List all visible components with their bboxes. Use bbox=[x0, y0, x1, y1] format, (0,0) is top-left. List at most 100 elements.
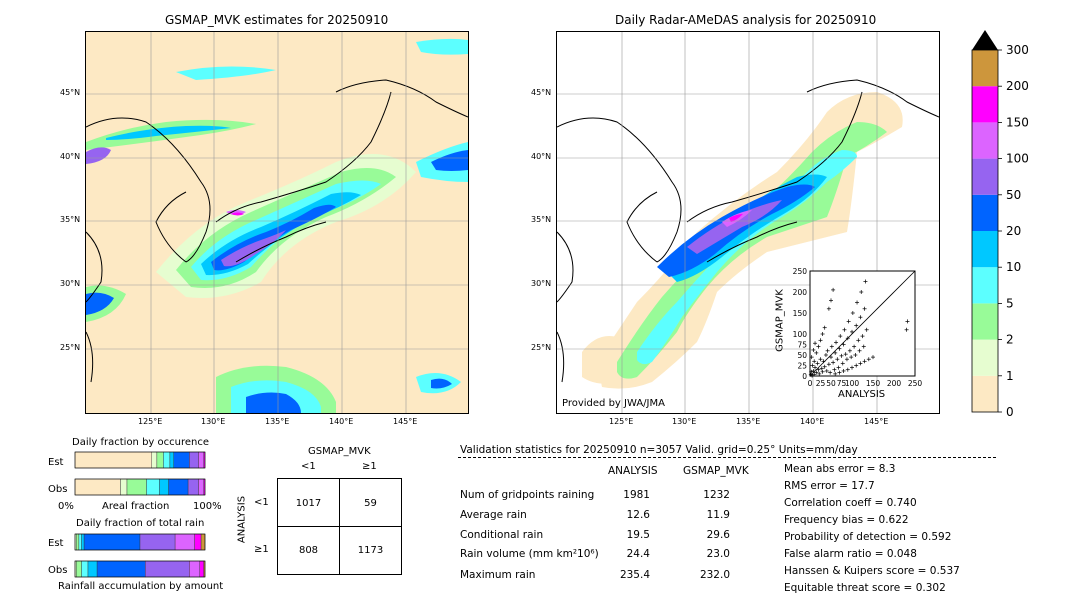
stat-gsmap: 1232 bbox=[703, 489, 730, 501]
scatter-point bbox=[837, 346, 842, 351]
scatter-point bbox=[825, 348, 830, 353]
fraction-segment bbox=[126, 478, 147, 496]
right-map-title: Daily Radar-AMeDAS analysis for 20250910 bbox=[615, 13, 877, 27]
fraction-segment bbox=[198, 451, 204, 469]
scatter-ytick: 150 bbox=[793, 309, 808, 318]
scatter-ylabel: GSMAP_MVK bbox=[774, 289, 786, 352]
scatter-point bbox=[822, 325, 827, 330]
fraction-bar-frame bbox=[74, 451, 206, 469]
scatter-point bbox=[836, 365, 841, 370]
stat-analysis: 12.6 bbox=[626, 509, 650, 521]
total-rain-xlabel: Rainfall accumulation by amount bbox=[58, 581, 224, 592]
scatter-point bbox=[856, 338, 861, 343]
colorbar-label: 1 bbox=[1006, 369, 1014, 383]
scatter-point bbox=[862, 306, 867, 311]
left-rain-south bbox=[86, 285, 461, 413]
scatter-point bbox=[814, 370, 819, 375]
data-credit: Provided by JWA/JMA bbox=[562, 398, 665, 409]
fraction-segment bbox=[96, 560, 146, 578]
fraction-segment bbox=[174, 533, 195, 551]
scatter-point bbox=[866, 357, 871, 362]
scatter-point bbox=[831, 287, 836, 292]
scatter-point bbox=[849, 355, 854, 360]
scatter-point bbox=[817, 371, 822, 376]
stat-label: Average rain bbox=[460, 509, 527, 521]
scatter-point bbox=[855, 300, 860, 305]
fraction-segment bbox=[120, 478, 128, 496]
scatter-point bbox=[840, 361, 845, 366]
scatter-point bbox=[812, 372, 817, 377]
scatter-point bbox=[814, 350, 819, 355]
scatter-point bbox=[844, 357, 849, 362]
fraction-segment bbox=[194, 533, 202, 551]
scatter-point bbox=[816, 367, 821, 372]
scatter-point bbox=[813, 341, 818, 346]
scatter-point bbox=[824, 368, 829, 373]
scatter-xtick: 200 bbox=[887, 379, 902, 388]
scatter-point bbox=[838, 334, 843, 339]
stat-gsmap: 232.0 bbox=[699, 569, 730, 581]
stat-label: Rain volume (mm km²10⁶) bbox=[460, 548, 599, 560]
fraction-segment bbox=[144, 560, 190, 578]
scatter-point bbox=[842, 327, 847, 332]
contingency-title: GSMAP_MVK bbox=[308, 446, 371, 457]
left-map-rain-field bbox=[86, 32, 468, 413]
scatter-point bbox=[826, 362, 831, 367]
fraction-bar-frame bbox=[74, 478, 206, 496]
scatter-point bbox=[810, 373, 815, 378]
left-coastlines bbox=[86, 79, 468, 383]
scatter-point bbox=[820, 369, 825, 374]
scatter-point bbox=[846, 319, 851, 324]
colorbar-segment bbox=[972, 375, 998, 412]
total-rain-title: Daily fraction of total rain bbox=[76, 518, 205, 529]
scatter-point bbox=[845, 336, 850, 341]
scatter-point bbox=[809, 355, 814, 360]
scatter-point bbox=[850, 311, 855, 315]
scatter-point bbox=[818, 338, 823, 343]
fraction-segment bbox=[189, 560, 201, 578]
right-lon-tick: 140°E bbox=[800, 417, 825, 426]
colorbar-segment bbox=[972, 122, 998, 159]
left-lon-tick: 145°E bbox=[393, 417, 418, 426]
colorbar-segment bbox=[972, 158, 998, 195]
validation-header: Validation statistics for 20250910 n=305… bbox=[460, 444, 858, 456]
fraction-segment bbox=[76, 533, 80, 551]
fraction-segment bbox=[169, 451, 175, 469]
right-lat-tick: 45°N bbox=[531, 88, 552, 97]
scatter-point bbox=[826, 306, 831, 311]
scatter-point bbox=[811, 368, 816, 373]
scatter-point bbox=[864, 327, 869, 332]
scatter-point bbox=[860, 334, 865, 339]
scatter-ytick: 75 bbox=[797, 341, 807, 350]
fraction-bar-frame bbox=[74, 533, 206, 551]
scatter-point bbox=[845, 367, 850, 372]
colorbar-label: 2 bbox=[1006, 333, 1014, 347]
left-lon-tick: 140°E bbox=[329, 417, 354, 426]
scatter-point bbox=[831, 360, 836, 365]
stat-analysis: 24.4 bbox=[626, 548, 650, 560]
fraction-bar-frame bbox=[74, 560, 206, 578]
total-rain-bars bbox=[74, 533, 206, 578]
scatter-point bbox=[829, 355, 833, 360]
scatter-point bbox=[810, 363, 815, 368]
stat-gsmap: 23.0 bbox=[706, 548, 730, 560]
right-lat-tick: 35°N bbox=[531, 215, 552, 224]
scatter-point bbox=[809, 369, 814, 374]
scatter-point bbox=[843, 352, 848, 357]
scatter-point bbox=[863, 279, 868, 284]
colorbar-segment bbox=[972, 194, 998, 231]
scatter-point bbox=[839, 353, 844, 358]
colorbar: 0 1 2 5 10 20 50 100 150 200 300 bbox=[971, 30, 1029, 419]
stat-gsmap: 29.6 bbox=[706, 529, 730, 541]
occurrence-label-obs: Obs bbox=[48, 484, 68, 495]
stat-analysis: 235.4 bbox=[619, 569, 650, 581]
score: Mean abs error = 8.3 bbox=[784, 463, 896, 475]
scatter-point bbox=[821, 359, 826, 364]
fraction-segment bbox=[173, 451, 190, 469]
scatter-point bbox=[811, 347, 816, 352]
fraction-segment bbox=[159, 478, 169, 496]
scatter-point bbox=[854, 323, 859, 328]
left-lat-tick: 25°N bbox=[60, 343, 81, 352]
scatter-point bbox=[832, 367, 837, 372]
scatter-point bbox=[841, 368, 846, 373]
